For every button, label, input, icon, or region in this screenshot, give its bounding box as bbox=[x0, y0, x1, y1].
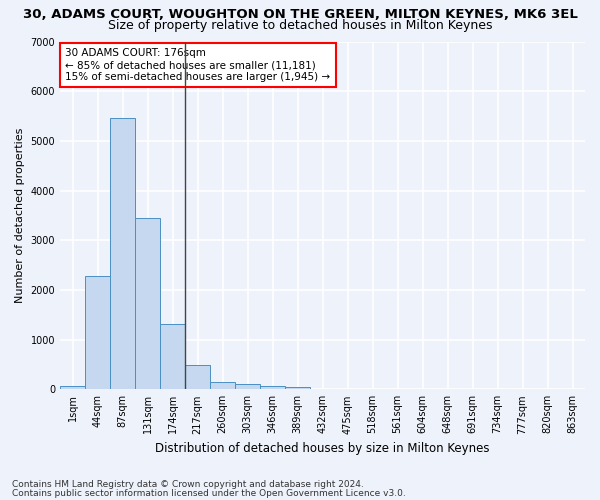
Bar bbox=[185, 366, 210, 390]
Bar bbox=[135, 218, 160, 390]
Bar bbox=[260, 386, 285, 390]
Text: 30 ADAMS COURT: 176sqm
← 85% of detached houses are smaller (11,181)
15% of semi: 30 ADAMS COURT: 176sqm ← 85% of detached… bbox=[65, 48, 331, 82]
Text: Size of property relative to detached houses in Milton Keynes: Size of property relative to detached ho… bbox=[108, 19, 492, 32]
Y-axis label: Number of detached properties: Number of detached properties bbox=[15, 128, 25, 303]
Text: Contains public sector information licensed under the Open Government Licence v3: Contains public sector information licen… bbox=[12, 488, 406, 498]
Bar bbox=[110, 118, 135, 390]
Bar bbox=[235, 384, 260, 390]
Bar bbox=[85, 276, 110, 390]
Bar bbox=[210, 382, 235, 390]
Bar bbox=[285, 387, 310, 390]
Bar bbox=[60, 386, 85, 390]
X-axis label: Distribution of detached houses by size in Milton Keynes: Distribution of detached houses by size … bbox=[155, 442, 490, 455]
Text: 30, ADAMS COURT, WOUGHTON ON THE GREEN, MILTON KEYNES, MK6 3EL: 30, ADAMS COURT, WOUGHTON ON THE GREEN, … bbox=[23, 8, 577, 20]
Bar bbox=[160, 324, 185, 390]
Text: Contains HM Land Registry data © Crown copyright and database right 2024.: Contains HM Land Registry data © Crown c… bbox=[12, 480, 364, 489]
